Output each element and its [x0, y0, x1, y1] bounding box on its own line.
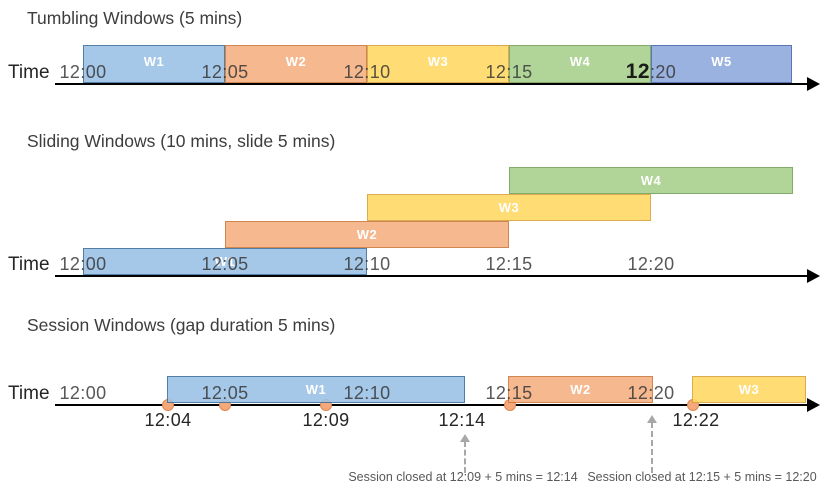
window-label: W5: [711, 54, 732, 69]
window-label: W4: [640, 173, 662, 188]
axis-tick: 12:10: [343, 62, 391, 82]
window-box-w1: W1: [83, 248, 367, 275]
window-box-w4: W4: [509, 45, 651, 83]
window-box-w1: W1: [83, 45, 225, 83]
window-label: W1: [305, 382, 327, 397]
axis-tick: 12:20: [625, 60, 677, 83]
window-box-w2: W2: [225, 221, 509, 248]
event-time-label: 12:09: [302, 410, 350, 430]
section-title-tumbling: Tumbling Windows (5 mins): [27, 8, 243, 28]
axis-tick: 12:15: [485, 383, 533, 403]
window-box-w5: W5: [651, 45, 792, 83]
time-axis-label-sliding: Time: [8, 254, 50, 275]
axis-tick: 12:15: [485, 62, 533, 82]
callout-text: Session closed at 12:09 + 5 mins = 12:14: [348, 470, 578, 484]
window-label: W4: [569, 54, 591, 69]
axis-tick: 12:05: [201, 383, 249, 403]
axis-tick: 12:20: [627, 254, 675, 274]
axis-tick: 12:15: [485, 254, 533, 274]
time-axis-line: [55, 275, 807, 277]
section-title-session: Session Windows (gap duration 5 mins): [27, 315, 336, 335]
event-time-label: 12:04: [144, 410, 192, 430]
axis-tick: 12:00: [59, 383, 107, 403]
axis-tick-rest: :20: [649, 62, 677, 82]
axis-tick: 12:05: [201, 254, 249, 274]
callout-text: Session closed at 12:15 + 5 mins = 12:20: [587, 470, 817, 484]
time-axis-line: [55, 404, 807, 406]
window-label: W1: [143, 54, 165, 69]
time-axis-arrowhead: [807, 77, 820, 91]
window-label: W3: [427, 54, 449, 69]
axis-tick: 12:10: [343, 254, 391, 274]
axis-tick-emphasis: 12: [625, 60, 650, 83]
callout-arrowhead: [647, 415, 657, 423]
axis-tick: 12:00: [59, 62, 107, 82]
window-label: W2: [570, 382, 591, 397]
window-box-w3: W3: [367, 194, 651, 221]
axis-tick: 12:20: [627, 383, 675, 403]
time-axis-label-tumbling: Time: [8, 62, 50, 83]
window-label: W2: [356, 227, 378, 242]
window-label: W1: [214, 254, 236, 269]
window-box-w2: W2: [225, 45, 367, 83]
window-box-w1: W1: [167, 376, 465, 403]
window-label: W3: [738, 382, 760, 397]
event-time-label: 12:22: [672, 410, 720, 430]
axis-tick: 12:00: [59, 254, 107, 274]
axis-tick: 12:10: [343, 383, 391, 403]
window-box-w3: W3: [692, 376, 806, 403]
time-axis-arrowhead: [807, 398, 820, 412]
window-label: W3: [498, 200, 520, 215]
window-box-w2: W2: [508, 376, 653, 403]
callout-arrow-line: [651, 422, 653, 473]
event-time-label: 12:14: [438, 410, 486, 430]
callout-arrowhead: [460, 434, 470, 442]
window-box-w3: W3: [367, 45, 509, 83]
time-axis-label-session: Time: [8, 383, 50, 404]
time-axis-arrowhead: [807, 269, 820, 283]
time-axis-line: [55, 83, 807, 85]
window-label: W2: [285, 54, 307, 69]
section-title-sliding: Sliding Windows (10 mins, slide 5 mins): [27, 131, 336, 151]
callout-arrow-line: [464, 441, 466, 473]
window-box-w4: W4: [509, 167, 793, 194]
axis-tick: 12:05: [201, 62, 249, 82]
